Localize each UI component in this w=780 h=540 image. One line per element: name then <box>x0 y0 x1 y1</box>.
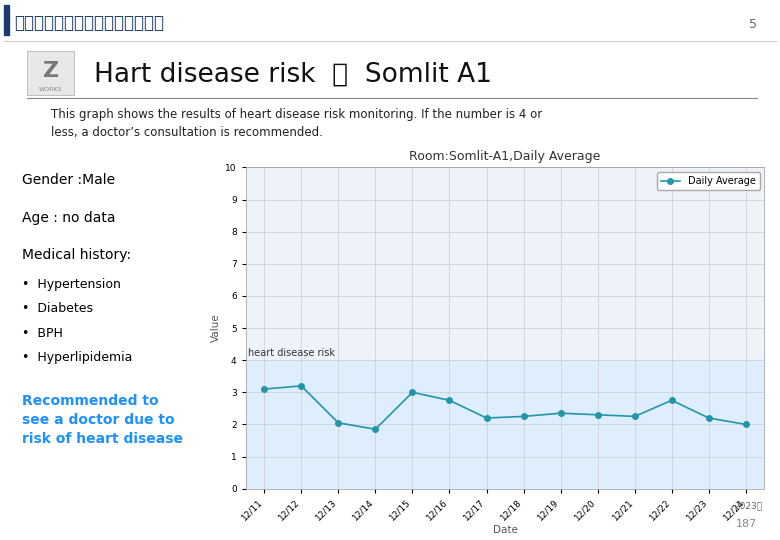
Text: •  Hypertension: • Hypertension <box>22 278 121 291</box>
Daily Average <box>260 386 269 393</box>
Daily Average <box>741 421 750 428</box>
Text: Z: Z <box>43 61 58 82</box>
Daily Average <box>482 415 491 421</box>
Text: Medical history:: Medical history: <box>22 248 131 262</box>
Bar <box>246 360 764 489</box>
Text: heart disease risk: heart disease risk <box>247 348 335 357</box>
Text: 5: 5 <box>749 18 757 31</box>
Daily Average <box>667 397 676 403</box>
Line: Daily Average: Daily Average <box>261 383 749 432</box>
Text: Age : no data: Age : no data <box>22 211 115 225</box>
Daily Average <box>630 413 640 420</box>
Daily Average <box>370 426 380 433</box>
Text: WORKS: WORKS <box>39 86 62 92</box>
Text: Gender :Male: Gender :Male <box>22 173 115 187</box>
Daily Average <box>296 383 306 389</box>
Daily Average <box>519 413 528 420</box>
Title: Room:Somlit-A1,Daily Average: Room:Somlit-A1,Daily Average <box>410 151 601 164</box>
Y-axis label: Value: Value <box>211 314 221 342</box>
Text: Recommended to
see a doctor due to
risk of heart disease: Recommended to see a doctor due to risk … <box>22 394 183 446</box>
Text: 施設向けセンサーデータレポート: 施設向けセンサーデータレポート <box>14 14 164 32</box>
Daily Average <box>445 397 454 403</box>
Daily Average <box>334 420 343 426</box>
Text: Hart disease risk  ：  Somlit A1: Hart disease risk ： Somlit A1 <box>94 62 491 87</box>
Text: •  BPH: • BPH <box>22 327 62 340</box>
Daily Average <box>704 415 714 421</box>
Text: •  Diabetes: • Diabetes <box>22 302 93 315</box>
Text: •  Hyperlipidemia: • Hyperlipidemia <box>22 351 133 364</box>
Daily Average <box>556 410 566 416</box>
X-axis label: Date: Date <box>493 525 517 535</box>
Legend: Daily Average: Daily Average <box>657 172 760 190</box>
Text: 187: 187 <box>736 519 757 529</box>
Text: This graph shows the results of heart disease risk monitoring. If the number is : This graph shows the results of heart di… <box>51 108 542 139</box>
Daily Average <box>593 411 602 418</box>
Daily Average <box>408 389 417 395</box>
Text: 2023年: 2023年 <box>735 501 763 510</box>
